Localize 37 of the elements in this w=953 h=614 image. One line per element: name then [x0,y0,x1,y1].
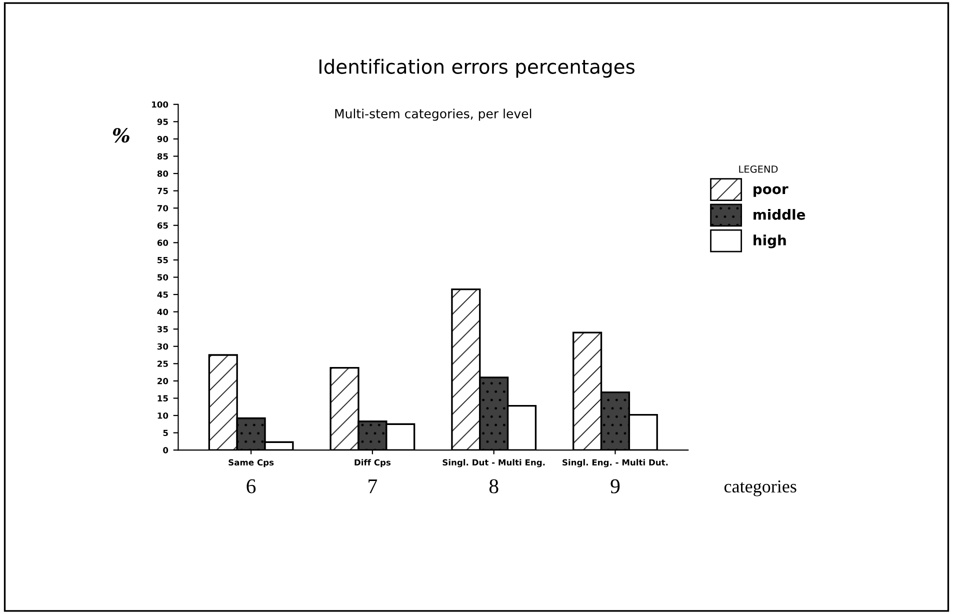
y-tick-label: 90 [157,136,168,142]
text: 6 [246,479,256,494]
y-axis-title: % [112,128,130,143]
y-tick-label: 5 [163,430,168,436]
y-tick-label: 75 [157,188,168,194]
x-tick-label: Same Cps [228,459,274,468]
y-tick-label: 10 [158,412,168,419]
text: 9 [610,479,620,494]
y-tick-label: 60 [157,240,168,246]
legend-title: LEGEND [739,165,778,173]
text: 7 [368,479,378,494]
y-tick-label: 95 [157,118,168,125]
y-tick-label: 45 [157,292,168,298]
y-tick-label: 0 [163,447,168,454]
legend-label: high [754,234,786,248]
x-tick-label: Singl. Eng. - Multi Dut. [562,459,668,468]
y-tick-label: 30 [157,343,168,350]
chart-title: Identification errors percentages [319,58,634,78]
y-tick-label: 15 [158,395,168,402]
y-tick-label: 35 [157,326,168,332]
y-tick-label: 20 [158,378,168,384]
y-tick-label: 55 [158,257,168,264]
y-tick-label: 85 [157,153,168,160]
x-tick-label: Singl. Dut - Multi Eng. [442,459,545,468]
legend-label: middle [754,209,806,220]
y-tick-label: 50 [158,274,168,281]
y-tick-label: 80 [157,170,168,177]
chart-subtitle: Multi-stem categories, per level [335,108,532,121]
y-tick-label: 100 [152,101,168,108]
y-tick-label: 25 [158,360,168,367]
x-tick-label: Diff Cps [354,459,391,468]
y-tick-label: 40 [157,308,168,316]
y-tick-label: 70 [157,205,168,212]
x-axis-title: categories [724,480,796,496]
legend-label: poor [754,186,788,197]
y-tick-label: 65 [157,222,168,229]
text: 8 [489,479,498,494]
